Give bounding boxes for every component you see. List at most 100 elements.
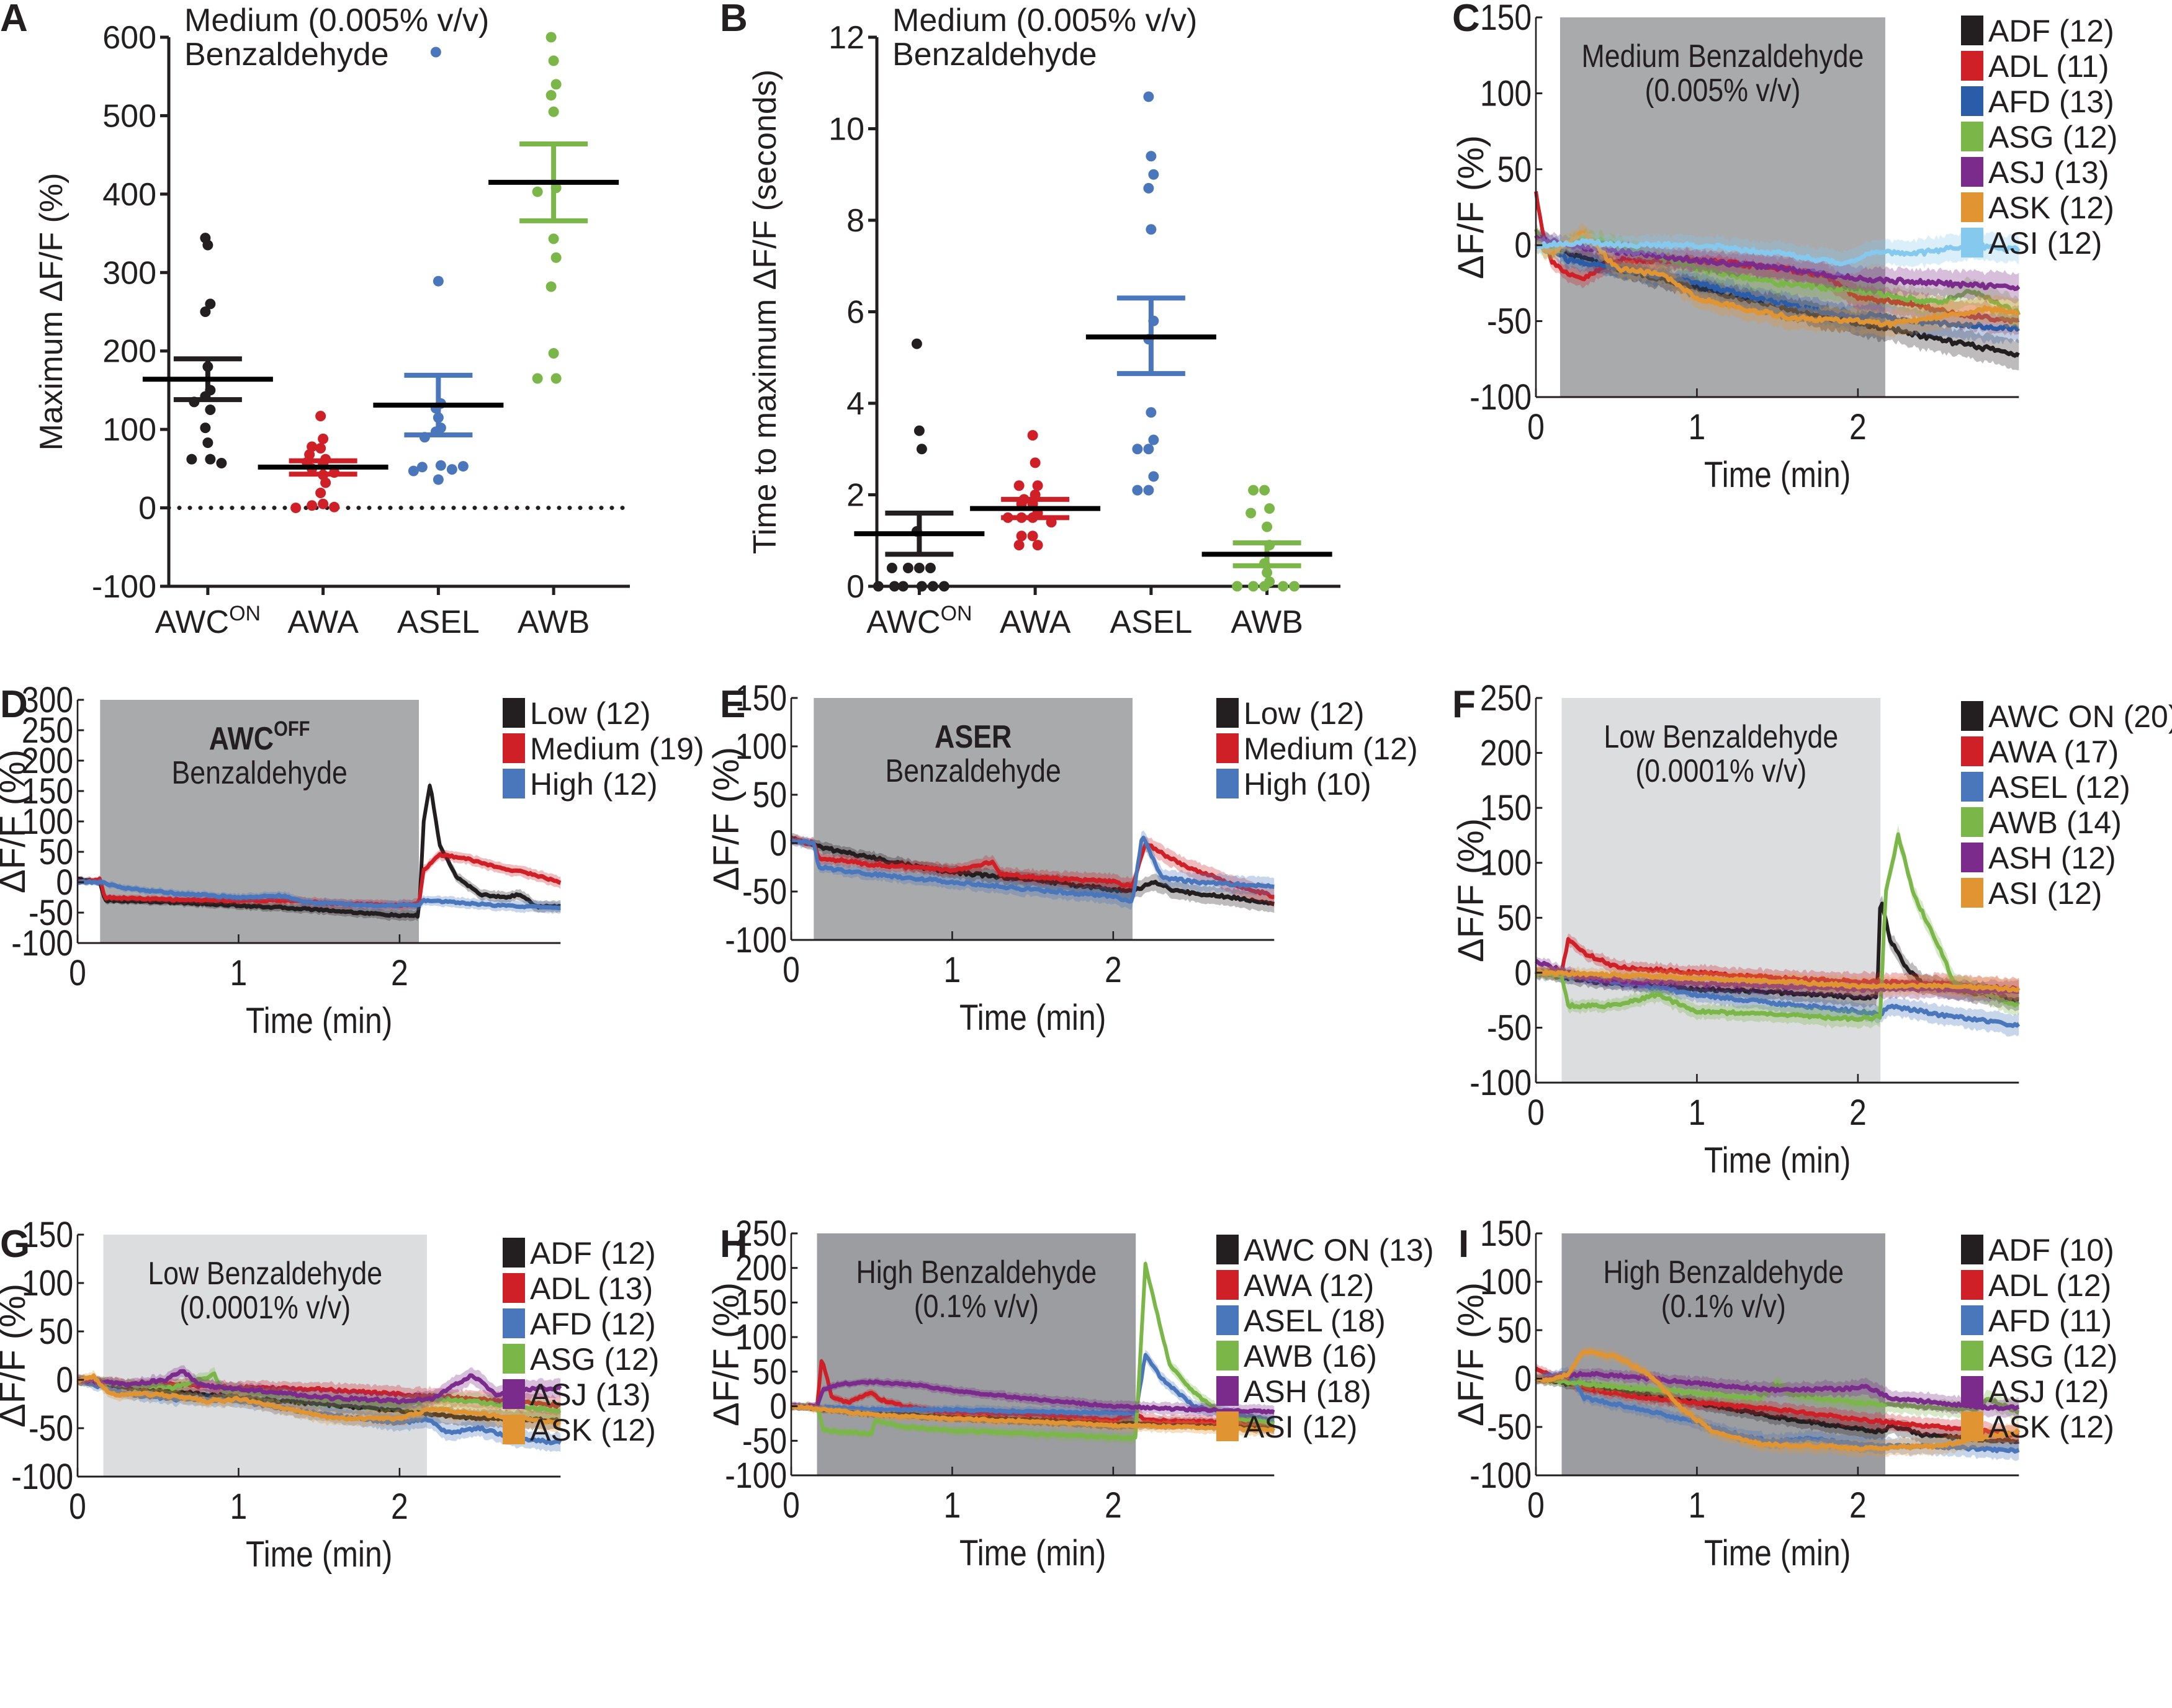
series-trace [791,1353,1275,1423]
x-axis-label: Time (min) [1704,455,1851,495]
y-tick-label: 150 [1480,789,1532,828]
data-point [1013,480,1025,491]
legend-swatch [1961,843,1983,872]
sem-band [1536,1374,2019,1422]
legend-label: ASEL (12) [1988,770,2130,805]
legend-entry: ASK (12) [530,1413,656,1447]
sem-band [78,1365,561,1411]
data-point [1032,540,1043,551]
legend-entry: ASK (12) [1988,190,2114,225]
stimulus-label-line: (0.1% v/v) [1661,1289,1786,1325]
legend-entry: Low (12) [1244,696,1365,731]
stimulus-label-text: Low Benzaldehyde [1604,719,1838,755]
data-point [318,498,329,509]
y-tick-label: 150 [1480,1214,1532,1254]
stimulus-label-line: (0.005% v/v) [1645,73,1800,109]
y-tick-label: 100 [22,802,73,842]
sem-band [791,830,1275,910]
legend-swatch [1961,1341,1983,1370]
data-point [548,55,559,66]
data-point [1248,485,1259,496]
sem-band [78,1369,561,1434]
stimulus-label-line: High Benzaldehyde [1603,1254,1844,1290]
chart-f-low-sensory: Low Benzaldehyde(0.0001% v/v) -100 -50 0 50 1… [1451,679,2172,1181]
stimulus-label-line: High Benzaldehyde [856,1254,1097,1290]
legend-swatch [1216,1235,1239,1264]
legend-entry: ADF (12) [1988,14,2114,48]
sem-band [1536,825,2019,1029]
legend-label: ADF (10) [1988,1233,2114,1268]
category-superscript: ON [941,602,972,625]
legend-swatch [1961,772,1983,802]
category-name: AWC [155,604,229,640]
data-point [216,458,227,469]
series-trace [76,1373,562,1427]
stimulus-label-text: Medium Benzaldehyde [1582,38,1864,74]
x-tick-label: 2 [1849,1093,1867,1133]
data-point [433,474,444,485]
legend-label: ADF (12) [530,1236,656,1271]
legend-label: High (10) [1244,767,1371,802]
x-tick-label: 0 [69,954,86,993]
y-tick-label: 250 [1480,679,1532,718]
y-axis-label: ΔF/F (%) [706,1282,747,1426]
legend-swatch [1961,122,1983,151]
series-trace [1535,238,2021,267]
stimulus-label-line: AWCOFF [209,717,310,757]
x-axis-label: Time (min) [1704,1141,1851,1181]
data-point [548,348,559,359]
legend-label: AWB (16) [1244,1339,1377,1374]
y-tick-label: -50 [742,1421,787,1461]
legend-swatch [1216,1341,1239,1370]
stimulus-label-text: Benzaldehyde [885,753,1061,789]
chart-g-low-other-neurons: Low Benzaldehyde(0.0001% v/v) -100 -50 0 50 1… [0,1215,659,1575]
series-trace [1534,970,2020,1029]
stimulus-label-line: (0.1% v/v) [914,1289,1039,1325]
legend-entry: AFD (12) [530,1307,656,1341]
data-point [205,454,216,465]
sem-band [791,833,1275,913]
sem-band [78,878,561,914]
legend-swatch [1961,1376,1983,1406]
x-axis-label: Time (min) [959,1534,1106,1573]
legend-entry: ASG (12) [1988,120,2117,154]
category-name: AWB [1231,604,1303,640]
x-tick-label: AWA [287,604,359,640]
x-axis-label: Time (min) [1704,1534,1851,1573]
legend-swatch [1961,807,1983,837]
data-point [200,306,211,317]
x-axis-label: Time (min) [246,1535,392,1575]
legend-swatch [1961,1270,1983,1300]
y-tick-label: 50 [753,1352,787,1392]
y-tick-label: 0 [56,1361,73,1400]
sem-band [1536,1367,2019,1461]
x-tick-label: AWCON [866,602,972,640]
data-point [1289,581,1300,592]
stimulus-label-line: Medium Benzaldehyde [1582,38,1864,74]
y-tick-label: 2 [846,478,864,514]
y-tick-label: 0 [846,569,864,605]
legend-label: AWA (12) [1244,1268,1374,1303]
series-trace [77,879,561,911]
data-point [548,106,559,117]
data-point [200,423,211,434]
chart-body: Medium Benzaldehyde(0.005% v/v) -100 -50 0 5… [1470,0,2021,495]
series-trace [1535,235,2021,292]
data-point [202,437,213,449]
panel-label-b: B [720,0,748,40]
legend-label: ASG (12) [530,1342,659,1377]
legend-entry: ASH (12) [1988,841,2116,875]
category-name: ASEL [397,604,480,640]
x-tick-label: 1 [230,954,248,993]
series-trace [790,837,1275,900]
legend-entry: AWB (16) [1244,1339,1377,1374]
legend-entry: ASH (18) [1244,1374,1371,1409]
legend-swatch [1961,736,1983,766]
category-name: AWA [287,604,359,640]
legend-label: ASK (12) [1988,1410,2114,1444]
chart-body: AWCOFFBenzaldehyde-100-50050100150200250… [11,681,562,1041]
data-point [205,298,216,310]
chart-h-high-sensory: High Benzaldehyde(0.1% v/v)-100-50050100… [706,1214,1434,1573]
data-point [1148,169,1159,180]
